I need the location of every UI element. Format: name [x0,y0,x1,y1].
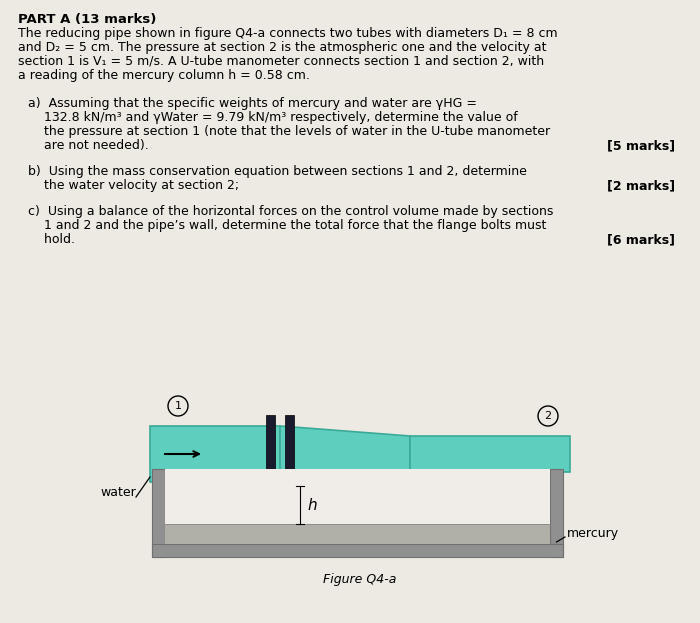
Bar [410,436,570,472]
Bar [285,415,294,493]
Text: 1 and 2 and the pipe’s wall, determine the total force that the flange bolts mus: 1 and 2 and the pipe’s wall, determine t… [28,219,547,232]
Text: the pressure at section 1 (note that the levels of water in the U-tube manometer: the pressure at section 1 (note that the… [28,125,550,138]
Text: 132.8 kN/m³ and γWater = 9.79 kN/m³ respectively, determine the value of: 132.8 kN/m³ and γWater = 9.79 kN/m³ resp… [28,111,518,124]
Text: and D₂ = 5 cm. The pressure at section 2 is the atmospheric one and the velocity: and D₂ = 5 cm. The pressure at section 2… [18,41,547,54]
Text: 2: 2 [545,411,552,421]
Text: PART A (13 marks): PART A (13 marks) [18,13,156,26]
Polygon shape [280,426,410,482]
Text: 1: 1 [174,401,181,411]
Text: water: water [100,487,136,500]
Text: hold.: hold. [28,233,75,246]
Bar [165,524,550,544]
Text: b)  Using the mass conservation equation between sections 1 and 2, determine: b) Using the mass conservation equation … [28,165,527,178]
Text: [6 marks]: [6 marks] [607,233,675,246]
Text: mercury: mercury [567,528,619,541]
Text: [5 marks]: [5 marks] [607,139,675,152]
Text: Figure Q4-a: Figure Q4-a [323,573,397,586]
Bar [266,415,275,493]
Text: are not needed).: are not needed). [28,139,148,152]
Bar [150,426,280,482]
Bar [152,544,563,557]
Text: a reading of the mercury column h = 0.58 cm.: a reading of the mercury column h = 0.58… [18,69,310,82]
Text: The reducing pipe shown in figure Q4-a connects two tubes with diameters D₁ = 8 : The reducing pipe shown in figure Q4-a c… [18,27,558,40]
Text: section 1 is V₁ = 5 m/s. A U-tube manometer connects section 1 and section 2, wi: section 1 is V₁ = 5 m/s. A U-tube manome… [18,55,544,68]
Text: [2 marks]: [2 marks] [607,179,675,192]
Bar [152,469,165,557]
Bar [550,469,563,557]
Text: c)  Using a balance of the horizontal forces on the control volume made by secti: c) Using a balance of the horizontal for… [28,205,554,218]
Text: h: h [307,498,317,513]
Text: the water velocity at section 2;: the water velocity at section 2; [28,179,239,192]
Bar [165,469,550,544]
Text: a)  Assuming that the specific weights of mercury and water are γHG =: a) Assuming that the specific weights of… [28,97,477,110]
